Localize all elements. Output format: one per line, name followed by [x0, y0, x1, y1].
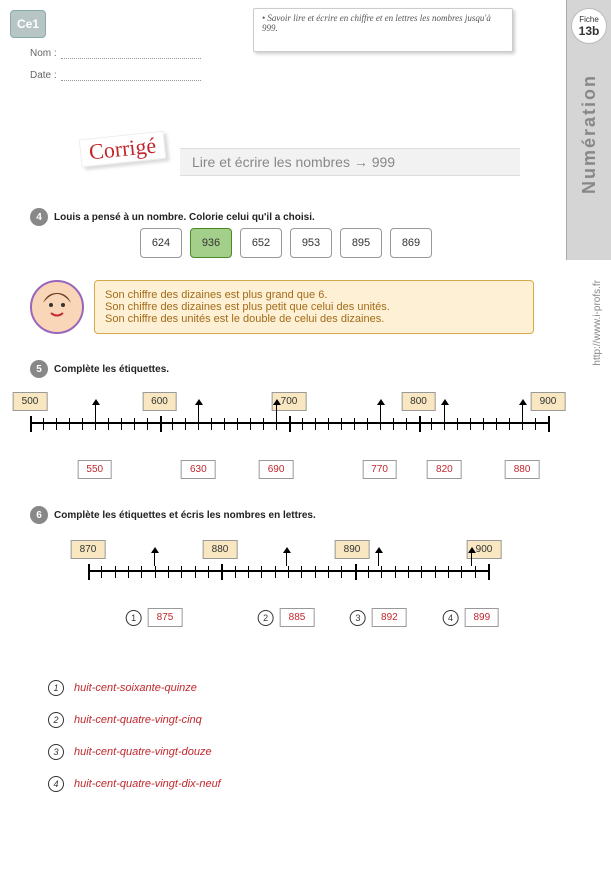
- nl2-label-880: 880: [203, 540, 238, 559]
- choice-936[interactable]: 936: [190, 228, 232, 258]
- word-answer-4: 4huit-cent-quatre-vingt-dix-neuf: [48, 776, 221, 792]
- nl1-label-900: 900: [531, 392, 566, 411]
- nl2-label-890: 890: [335, 540, 370, 559]
- corrige-stamp: Corrigé: [79, 131, 167, 168]
- q6-number: 6: [30, 506, 48, 524]
- choice-869[interactable]: 869: [390, 228, 432, 258]
- nl1-answer-690: 690: [259, 460, 294, 479]
- q6-heading: 6 Complète les étiquettes et écris les n…: [30, 506, 316, 524]
- nl1-answer-630: 630: [181, 460, 216, 479]
- avatar-icon: [30, 280, 84, 334]
- q6-words: 1huit-cent-soixante-quinze 2huit-cent-qua…: [48, 680, 221, 792]
- nl1-answer-770: 770: [362, 460, 397, 479]
- nl1-answer-550: 550: [77, 460, 112, 479]
- nl1-answer-880: 880: [505, 460, 540, 479]
- source-url: http://www.i-profs.fr: [592, 280, 603, 366]
- q4-clue-bubble: Son chiffre des dizaines est plus grand …: [94, 280, 534, 334]
- clue-3: Son chiffre des unités est le double de …: [105, 313, 523, 325]
- numberline-2: 870880890900 1875288538924899: [88, 540, 488, 638]
- q6-text: Complète les étiquettes et écris les nom…: [54, 510, 316, 521]
- level-badge: Ce1: [10, 10, 46, 38]
- numberline-1: 500600700800900 550630690770820880: [30, 392, 548, 490]
- nl2-answer-885: 2885: [258, 608, 315, 627]
- nl1-label-600: 600: [142, 392, 177, 411]
- nl2-answer-875: 1875: [126, 608, 183, 627]
- date-label: Date :: [30, 70, 57, 81]
- word-answer-2: 2huit-cent-quatre-vingt-cinq: [48, 712, 221, 728]
- q4-heading: 4 Louis a pensé à un nombre. Colorie cel…: [30, 208, 315, 226]
- word-answer-3: 3huit-cent-quatre-vingt-douze: [48, 744, 221, 760]
- choice-652[interactable]: 652: [240, 228, 282, 258]
- q4-text: Louis a pensé à un nombre. Colorie celui…: [54, 212, 315, 223]
- nl1-answer-820: 820: [427, 460, 462, 479]
- q5-text: Complète les étiquettes.: [54, 364, 169, 375]
- side-title: Numération: [579, 74, 600, 194]
- nl2-answer-892: 3892: [350, 608, 407, 627]
- goal-box: • Savoir lire et écrire en chiffre et en…: [253, 8, 513, 52]
- q5-number: 5: [30, 360, 48, 378]
- fiche-num: 13b: [579, 24, 600, 38]
- nl2-label-870: 870: [71, 540, 106, 559]
- date-field: Date :: [30, 70, 201, 81]
- q5-heading: 5 Complète les étiquettes.: [30, 360, 169, 378]
- choice-953[interactable]: 953: [290, 228, 332, 258]
- q4-number: 4: [30, 208, 48, 226]
- choice-895[interactable]: 895: [340, 228, 382, 258]
- fiche-label: Fiche: [579, 15, 599, 24]
- nom-field: Nom :: [30, 48, 201, 59]
- nl2-answer-899: 4899: [442, 608, 499, 627]
- word-answer-1: 1huit-cent-soixante-quinze: [48, 680, 221, 696]
- choice-624[interactable]: 624: [140, 228, 182, 258]
- fiche-badge: Fiche 13b: [571, 8, 607, 44]
- nl1-label-500: 500: [13, 392, 48, 411]
- clue-2: Son chiffre des dizaines est plus petit …: [105, 301, 523, 313]
- nl1-label-800: 800: [401, 392, 436, 411]
- q4-choices: 624 936 652 953 895 869: [140, 228, 432, 258]
- title-banner: Lire et écrire les nombres → 999: [180, 148, 520, 176]
- clue-1: Son chiffre des dizaines est plus grand …: [105, 289, 523, 301]
- q4-bubble-row: Son chiffre des dizaines est plus grand …: [30, 280, 534, 334]
- nom-label: Nom :: [30, 48, 57, 59]
- side-tab: Fiche 13b Numération: [566, 0, 611, 260]
